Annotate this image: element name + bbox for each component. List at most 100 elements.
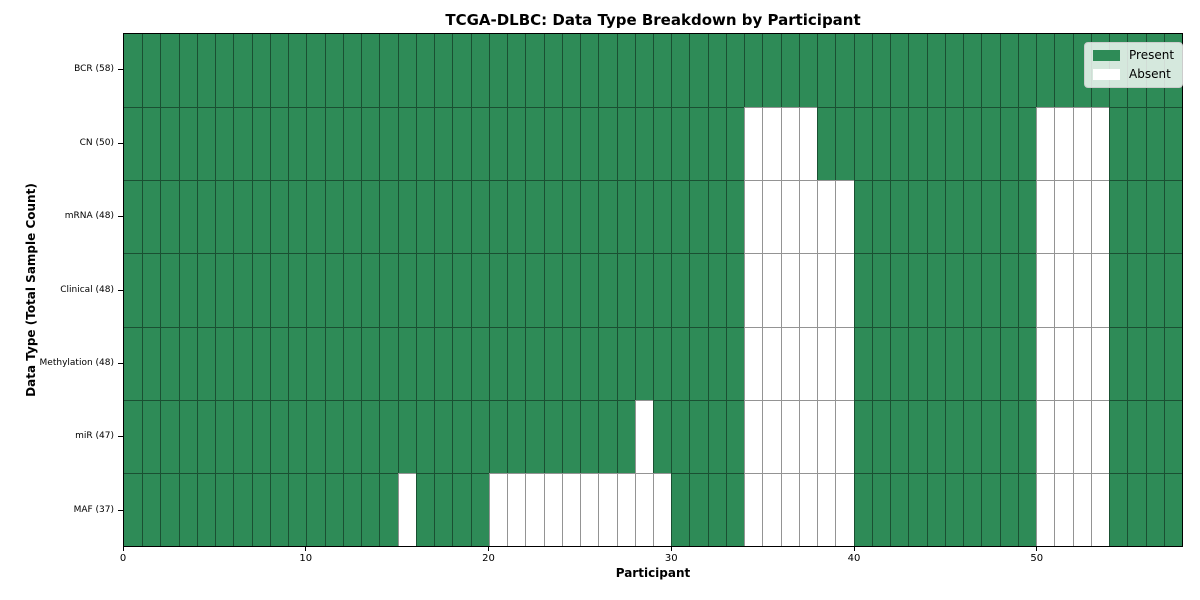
heatmap-cell [543, 180, 562, 254]
heatmap-cell [780, 34, 799, 108]
heatmap-cell [890, 253, 909, 327]
heatmap-cell [342, 180, 362, 254]
heatmap-cell [652, 180, 672, 254]
heatmap-cell [1127, 472, 1146, 546]
heatmap-cell [835, 180, 854, 254]
heatmap-cell [397, 180, 416, 254]
heatmap-cell [452, 253, 471, 327]
heatmap-cell [361, 34, 380, 108]
heatmap-cell [525, 180, 544, 254]
heatmap-cell [634, 399, 653, 473]
heatmap-cell [1109, 399, 1128, 473]
heatmap-cell [616, 472, 635, 546]
heatmap-cell [306, 107, 325, 181]
heatmap-cell [689, 472, 708, 546]
heatmap-cell [269, 472, 289, 546]
heatmap-cell [434, 399, 453, 473]
heatmap-cell [1090, 472, 1110, 546]
heatmap-cell [324, 107, 343, 181]
heatmap-cell [725, 472, 745, 546]
heatmap-cell [397, 107, 416, 181]
heatmap-cell [963, 34, 982, 108]
y-tick-label: BCR (58) [74, 64, 114, 75]
heatmap-cell [1036, 472, 1055, 546]
heatmap-cell [124, 399, 143, 473]
heatmap-cell [725, 107, 745, 181]
heatmap-cell [1054, 399, 1073, 473]
heatmap-cell [543, 326, 562, 400]
x-axis-label: Participant [615, 566, 691, 580]
heatmap-cell [890, 399, 909, 473]
heatmap-cell [671, 253, 690, 327]
heatmap-cell [981, 399, 1000, 473]
heatmap-cell [908, 34, 927, 108]
heatmap-cell [1054, 253, 1073, 327]
heatmap-cell [361, 399, 380, 473]
heatmap-cell [908, 326, 927, 400]
heatmap-cell [1036, 399, 1055, 473]
heatmap-cell [981, 326, 1000, 400]
heatmap-cell [835, 34, 854, 108]
heatmap-cell [288, 34, 307, 108]
y-tick-label: MAF (37) [73, 504, 114, 515]
heatmap-cell [999, 180, 1018, 254]
heatmap-cell [452, 326, 471, 400]
heatmap-cell [1017, 180, 1037, 254]
heatmap-cell [415, 472, 435, 546]
heatmap-cell [908, 107, 927, 181]
heatmap-cell [160, 253, 179, 327]
heatmap-cell [342, 326, 362, 400]
heatmap-cell [762, 107, 781, 181]
heatmap-cell [470, 107, 489, 181]
heatmap-cell [598, 399, 617, 473]
heatmap-cell [890, 472, 909, 546]
heatmap-cell [233, 472, 252, 546]
heatmap-cell [780, 472, 799, 546]
heatmap-cell [507, 34, 526, 108]
heatmap-cell [580, 326, 599, 400]
heatmap-cell [525, 326, 544, 400]
legend-item-present: Present [1093, 49, 1174, 62]
heatmap-cell [652, 326, 672, 400]
heatmap-cell [215, 253, 234, 327]
heatmap-cell [507, 399, 526, 473]
heatmap-cell [251, 326, 270, 400]
heatmap-cell [233, 399, 252, 473]
heatmap-cell [817, 253, 836, 327]
heatmap-cell [1109, 180, 1128, 254]
heatmap-cell [652, 107, 672, 181]
x-tick-label: 0 [119, 553, 127, 564]
y-tick-mark [118, 216, 123, 218]
heatmap-cell [652, 34, 672, 108]
heatmap-cell [397, 253, 416, 327]
heatmap-cell [178, 253, 197, 327]
heatmap-cell [744, 180, 763, 254]
heatmap-cell [361, 253, 380, 327]
heatmap-cell [871, 326, 891, 400]
heatmap-cell [798, 326, 818, 400]
y-tick-label: CN (50) [79, 137, 114, 148]
heatmap-cell [1090, 326, 1110, 400]
heatmap-cell [689, 180, 708, 254]
heatmap-cell [780, 326, 799, 400]
heatmap-cell [324, 34, 343, 108]
heatmap-cell [817, 107, 836, 181]
heatmap-cell [707, 399, 726, 473]
heatmap-cell [324, 326, 343, 400]
heatmap-cell [634, 34, 653, 108]
x-tick-label: 30 [664, 553, 678, 564]
heatmap-cell [926, 326, 945, 400]
heatmap-cell [725, 326, 745, 400]
heatmap-cell [981, 253, 1000, 327]
heatmap-cell [470, 180, 489, 254]
heatmap-cell [908, 180, 927, 254]
heatmap-cell [652, 399, 672, 473]
x-tick-mark [853, 547, 855, 551]
heatmap-cell [178, 107, 197, 181]
heatmap-cell [762, 326, 781, 400]
heatmap-cell [470, 472, 489, 546]
heatmap-cell [288, 472, 307, 546]
heatmap-cell [707, 34, 726, 108]
heatmap-cell [215, 180, 234, 254]
heatmap-cell [798, 107, 818, 181]
